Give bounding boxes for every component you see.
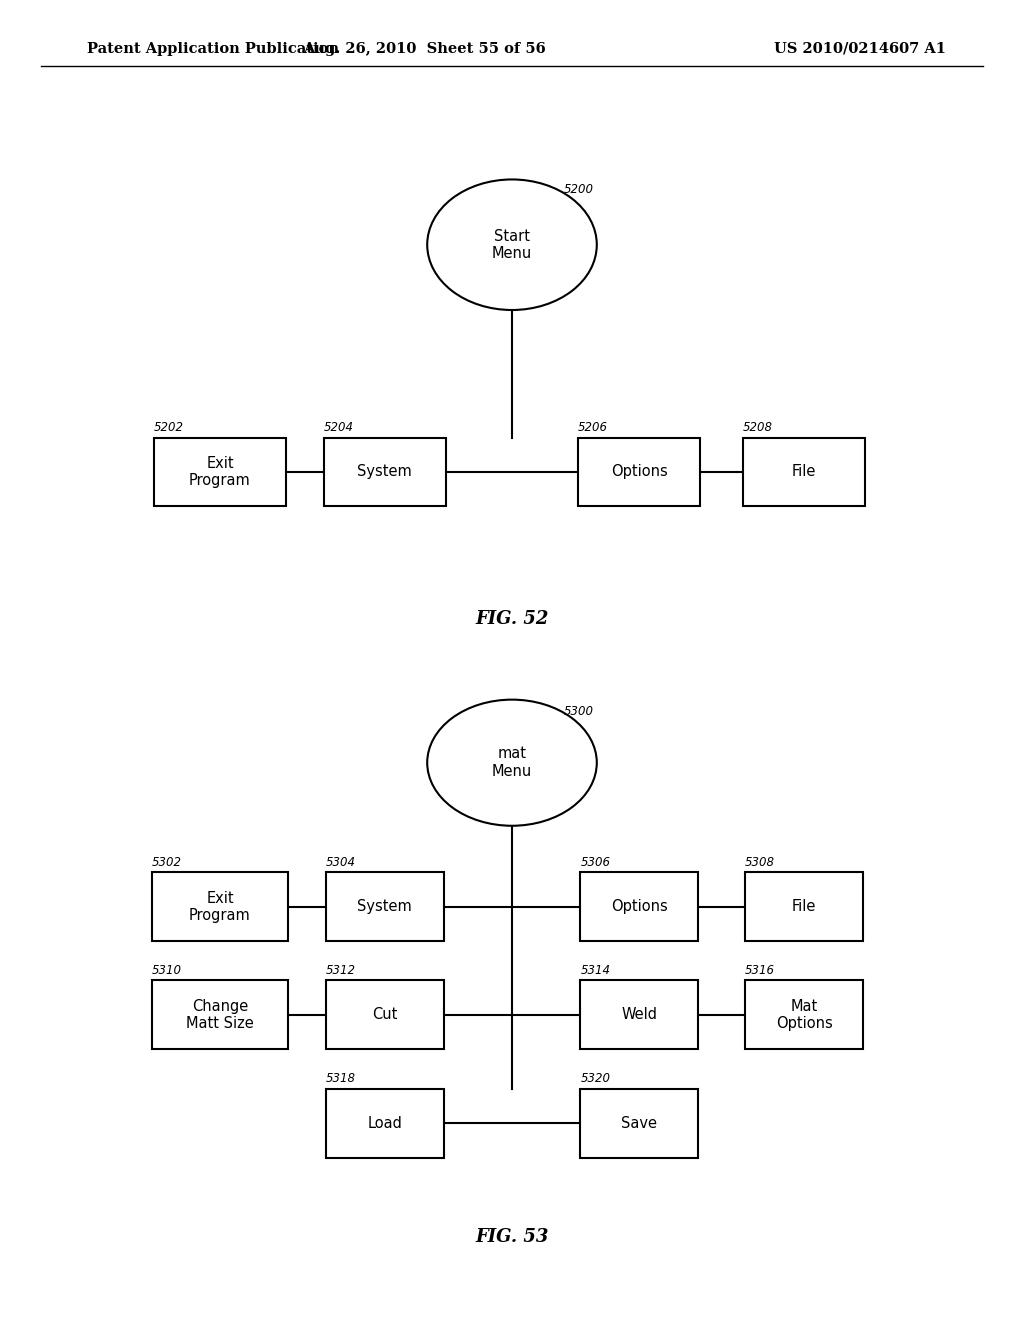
- Text: 5314: 5314: [581, 964, 610, 977]
- Text: 5306: 5306: [581, 855, 610, 869]
- Text: Aug. 26, 2010  Sheet 55 of 56: Aug. 26, 2010 Sheet 55 of 56: [303, 42, 547, 55]
- FancyBboxPatch shape: [581, 873, 698, 941]
- Text: US 2010/0214607 A1: US 2010/0214607 A1: [774, 42, 946, 55]
- Text: 5300: 5300: [564, 705, 594, 718]
- Text: mat
Menu: mat Menu: [492, 747, 532, 779]
- Text: System: System: [357, 899, 413, 915]
- Text: Options: Options: [610, 465, 668, 479]
- FancyBboxPatch shape: [152, 873, 289, 941]
- FancyBboxPatch shape: [745, 873, 863, 941]
- Text: 5310: 5310: [152, 964, 181, 977]
- Ellipse shape: [427, 700, 597, 826]
- FancyBboxPatch shape: [581, 981, 698, 1049]
- Text: Cut: Cut: [372, 1007, 397, 1023]
- Text: 5320: 5320: [581, 1072, 610, 1085]
- Ellipse shape: [427, 180, 597, 310]
- FancyBboxPatch shape: [324, 438, 446, 506]
- Text: 5302: 5302: [152, 855, 181, 869]
- FancyBboxPatch shape: [578, 438, 700, 506]
- Text: 5202: 5202: [154, 421, 184, 434]
- Text: Start
Menu: Start Menu: [492, 228, 532, 261]
- FancyBboxPatch shape: [745, 981, 863, 1049]
- Text: Load: Load: [368, 1115, 402, 1130]
- Text: 5316: 5316: [745, 964, 775, 977]
- Text: Options: Options: [610, 899, 668, 915]
- FancyBboxPatch shape: [152, 981, 289, 1049]
- Text: File: File: [792, 899, 816, 915]
- Text: Save: Save: [622, 1115, 657, 1130]
- FancyBboxPatch shape: [581, 1089, 698, 1158]
- Text: 5204: 5204: [324, 421, 353, 434]
- Text: Exit
Program: Exit Program: [189, 891, 251, 923]
- Text: 5206: 5206: [578, 421, 608, 434]
- Text: 5304: 5304: [326, 855, 356, 869]
- Text: FIG. 53: FIG. 53: [475, 1228, 549, 1246]
- Text: Change
Matt Size: Change Matt Size: [186, 999, 254, 1031]
- Text: Patent Application Publication: Patent Application Publication: [87, 42, 339, 55]
- FancyBboxPatch shape: [326, 1089, 443, 1158]
- Text: Weld: Weld: [622, 1007, 657, 1023]
- Text: 5200: 5200: [564, 183, 594, 197]
- Text: System: System: [357, 465, 413, 479]
- FancyBboxPatch shape: [326, 981, 443, 1049]
- FancyBboxPatch shape: [742, 438, 865, 506]
- Text: 5318: 5318: [326, 1072, 356, 1085]
- Text: Exit
Program: Exit Program: [189, 455, 251, 488]
- Text: 5308: 5308: [745, 855, 775, 869]
- Text: FIG. 52: FIG. 52: [475, 610, 549, 628]
- FancyBboxPatch shape: [326, 873, 443, 941]
- FancyBboxPatch shape: [154, 438, 286, 506]
- Text: 5208: 5208: [742, 421, 773, 434]
- Text: File: File: [792, 465, 816, 479]
- Text: 5312: 5312: [326, 964, 356, 977]
- Text: Mat
Options: Mat Options: [775, 999, 833, 1031]
